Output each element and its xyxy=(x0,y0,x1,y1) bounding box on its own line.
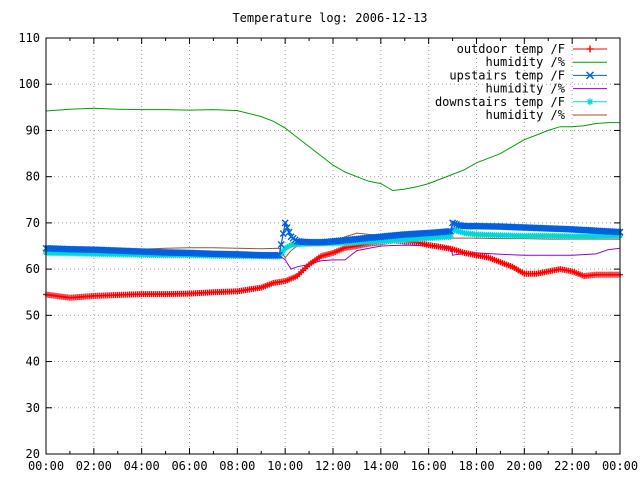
x-tick-label: 12:00 xyxy=(315,459,351,473)
legend-label: humidity /% xyxy=(486,82,566,96)
chart-title: Temperature log: 2006-12-13 xyxy=(232,11,427,25)
marker-cross xyxy=(283,224,291,232)
series-1 xyxy=(45,107,620,192)
x-tick-label: 16:00 xyxy=(411,459,447,473)
marker-star xyxy=(448,234,454,240)
marker-cross xyxy=(586,71,594,80)
x-tick-label: 18:00 xyxy=(458,459,494,473)
plot-border xyxy=(45,37,621,455)
y-tick-label: 80 xyxy=(26,170,40,184)
marker-cross xyxy=(447,227,455,235)
legend-label: upstairs temp /F xyxy=(449,68,565,82)
marker-cross xyxy=(273,251,281,259)
legend-label: humidity /% xyxy=(486,55,566,69)
x-tick-label: 00:00 xyxy=(28,459,64,473)
y-tick-label: 40 xyxy=(26,355,40,369)
x-tick-label: 20:00 xyxy=(506,459,542,473)
y-tick-label: 60 xyxy=(26,262,40,276)
marker-cross xyxy=(453,220,461,228)
legend-label: humidity /% xyxy=(486,108,566,122)
legend-label: downstairs temp /F xyxy=(435,95,565,109)
y-tick-label: 90 xyxy=(26,123,40,137)
legend-label: outdoor temp /F xyxy=(457,42,565,56)
series-layer xyxy=(42,107,624,301)
marker-star xyxy=(587,98,593,105)
y-tick-label: 30 xyxy=(26,401,40,415)
x-tick-label: 22:00 xyxy=(554,459,590,473)
y-axis-ticks: 20 30 40 50 60 70 80 90 100 110 xyxy=(18,31,620,461)
marker-cross xyxy=(279,230,287,238)
y-tick-label: 70 xyxy=(26,216,40,230)
y-tick-label: 110 xyxy=(18,31,40,45)
marker-cross xyxy=(285,228,293,236)
series-2 xyxy=(42,219,624,259)
y-tick-label: 20 xyxy=(26,447,40,461)
marker-cross xyxy=(445,227,453,235)
x-tick-label: 06:00 xyxy=(171,459,207,473)
marker-cross xyxy=(281,219,289,227)
y-tick-label: 50 xyxy=(26,308,40,322)
y-tick-label: 100 xyxy=(18,77,40,91)
marker-cross xyxy=(277,240,285,248)
x-tick-label: 02:00 xyxy=(76,459,112,473)
marker-cross xyxy=(449,219,457,227)
marker-cross xyxy=(275,251,283,259)
x-tick-label: 14:00 xyxy=(363,459,399,473)
series-line xyxy=(45,107,620,192)
x-tick-label: 04:00 xyxy=(124,459,160,473)
x-tick-label: 10:00 xyxy=(267,459,303,473)
x-axis-ticks: 00:00 02:00 04:00 06:00 08:00 10:00 12:00 14:00… xyxy=(28,38,638,473)
x-tick-label: 08:00 xyxy=(219,459,255,473)
marker-cross xyxy=(451,220,459,228)
x-tick-label: 00:00 xyxy=(602,459,638,473)
